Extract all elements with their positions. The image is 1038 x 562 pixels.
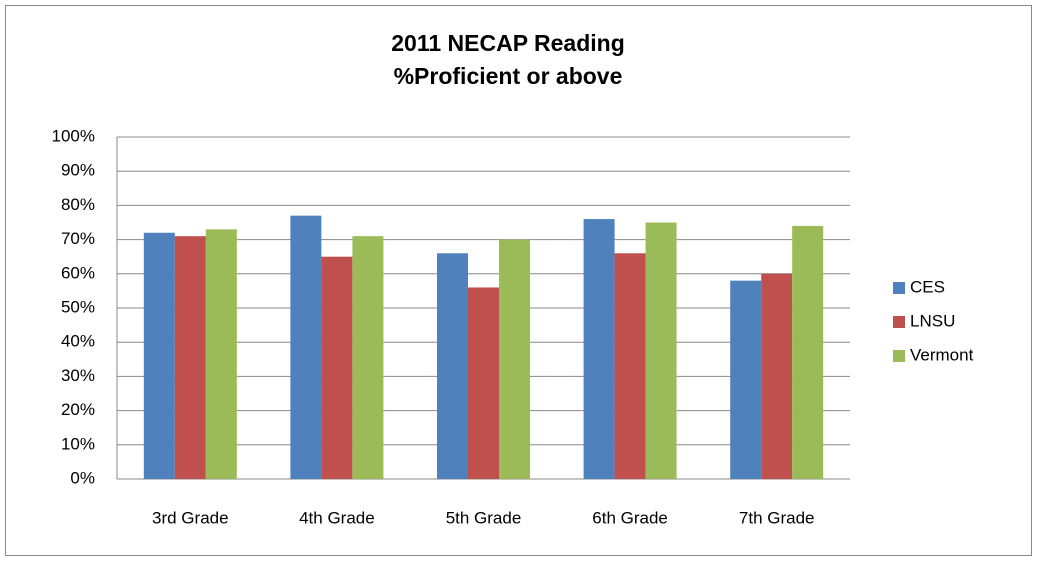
y-tick-label: 10%	[61, 434, 95, 453]
y-tick-label: 50%	[61, 297, 95, 316]
chart-title: 2011 NECAP Reading	[391, 30, 625, 56]
bar	[583, 219, 615, 479]
bar	[614, 253, 646, 479]
x-tick-label: 3rd Grade	[152, 508, 229, 527]
x-tick-label: 7th Grade	[739, 508, 815, 527]
y-tick-label: 20%	[61, 400, 95, 419]
bar	[352, 236, 384, 479]
y-tick-label: 30%	[61, 366, 95, 385]
legend-swatch	[893, 282, 905, 294]
legend-swatch	[893, 316, 905, 328]
legend-swatch	[893, 350, 905, 362]
y-tick-label: 100%	[52, 126, 95, 145]
x-tick-label: 4th Grade	[299, 508, 375, 527]
bar	[143, 232, 175, 479]
bar	[792, 225, 824, 479]
y-tick-label: 40%	[61, 332, 95, 351]
legend-label: Vermont	[910, 345, 974, 364]
bar	[321, 256, 353, 479]
y-tick-label: 0%	[70, 468, 95, 487]
bar	[290, 215, 322, 479]
y-tick-label: 80%	[61, 195, 95, 214]
legend-label: LNSU	[910, 311, 955, 330]
bar	[730, 280, 762, 479]
legend-label: CES	[910, 277, 945, 296]
bar	[468, 287, 499, 479]
y-tick-label: 60%	[61, 263, 95, 282]
bar	[761, 273, 793, 479]
y-tick-label: 90%	[61, 161, 95, 180]
y-tick-label: 70%	[61, 229, 95, 248]
bar	[499, 239, 530, 479]
bar	[437, 253, 468, 479]
chart-title: %Proficient or above	[394, 63, 623, 89]
bar	[645, 222, 677, 479]
x-tick-label: 5th Grade	[446, 508, 522, 527]
bar	[174, 236, 206, 479]
x-tick-label: 6th Grade	[592, 508, 668, 527]
bar	[205, 229, 237, 479]
